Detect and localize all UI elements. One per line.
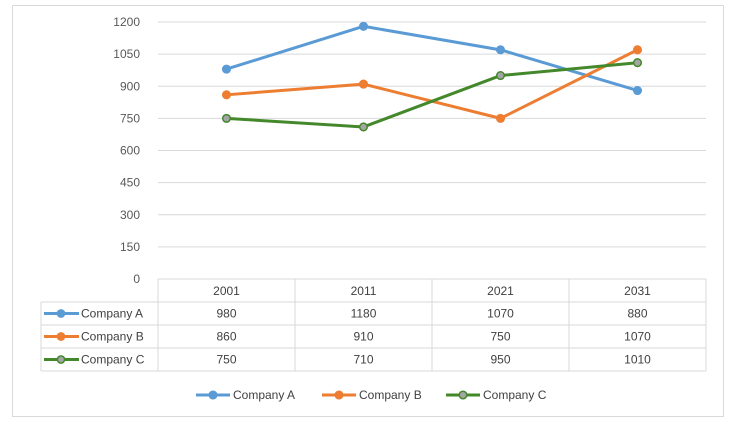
table-cell-value: 1010: [624, 353, 651, 367]
y-tick-label: 150: [120, 240, 140, 254]
table-legend-marker: [56, 332, 66, 341]
y-tick-label: 900: [120, 79, 140, 93]
line-chart: 0 150 300 450 600 750 900 1050 1200 2001 2011 2021…: [40, 15, 707, 402]
y-tick-label: 300: [120, 208, 140, 222]
table-cell-value: 710: [353, 353, 373, 367]
legend-label: Company A: [233, 388, 295, 402]
table-series-name: Company B: [81, 330, 144, 344]
y-axis: 0 150 300 450 600 750 900 1050 1200: [113, 15, 140, 286]
table-series-name: Company C: [81, 353, 145, 367]
x-tick-label: 2001: [213, 284, 240, 298]
data-point: [221, 90, 232, 100]
y-tick-label: 1050: [113, 47, 140, 61]
data-point: [358, 122, 369, 132]
x-tick-label: 2031: [624, 284, 651, 298]
series-line-3: [225, 61, 639, 129]
x-tick-label: 2021: [487, 284, 514, 298]
data-point: [495, 45, 506, 55]
table-legend-marker: [56, 309, 66, 318]
legend: Company A Company B Company C: [196, 388, 547, 402]
data-table: 2001 2011 2021 2031 Company A 980 1180 1070 880 C…: [40, 279, 707, 372]
table-cell-value: 1070: [487, 307, 514, 321]
data-point: [632, 85, 643, 96]
table-series-name: Company A: [81, 307, 143, 321]
table-cell-value: 750: [216, 353, 236, 367]
legend-label: Company C: [483, 388, 547, 402]
data-point: [358, 21, 369, 31]
legend-label: Company B: [359, 388, 422, 402]
table-cell-value: 750: [490, 330, 510, 344]
x-tick-label: 2011: [351, 284, 377, 298]
data-point: [221, 64, 232, 74]
series-points: [221, 21, 643, 132]
data-point: [221, 113, 232, 123]
series-line-2: [225, 48, 639, 120]
y-tick-label: 450: [120, 176, 140, 190]
data-point: [632, 45, 643, 55]
y-tick-label: 0: [133, 272, 140, 286]
table-cell-value: 910: [353, 330, 373, 344]
y-tick-label: 750: [120, 111, 140, 125]
table-cell-value: 1180: [351, 307, 377, 321]
legend-marker: [334, 390, 344, 400]
series-lines: [225, 24, 639, 129]
chart-frame: 0 150 300 450 600 750 900 1050 1200 2001 2011 2021…: [12, 5, 724, 417]
table-cell-value: 1070: [624, 330, 651, 344]
data-point: [358, 79, 369, 89]
table-cell-value: 880: [627, 307, 647, 321]
y-tick-label: 600: [120, 144, 140, 158]
table-cell-value: 860: [216, 330, 236, 344]
legend-marker: [208, 390, 218, 400]
y-tick-label: 1200: [113, 15, 140, 29]
data-point: [632, 58, 643, 68]
data-point: [495, 113, 506, 123]
gridlines: [158, 21, 706, 280]
table-legend-marker: [56, 355, 66, 364]
data-point: [495, 70, 506, 81]
legend-marker: [458, 390, 468, 400]
table-cell-value: 980: [216, 307, 236, 321]
table-cell-value: 950: [490, 353, 510, 367]
